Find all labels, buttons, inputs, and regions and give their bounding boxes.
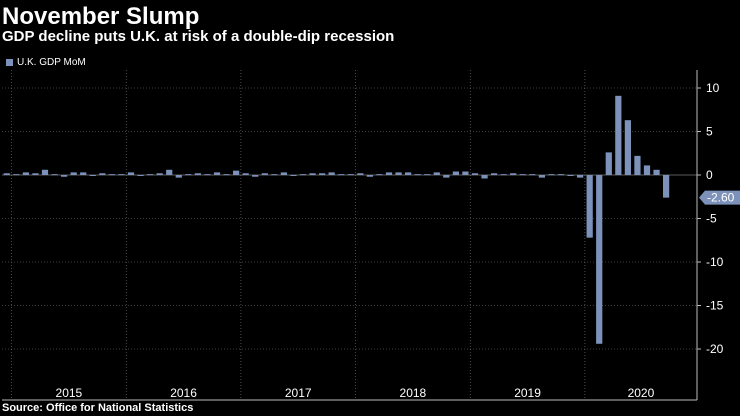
chart-subtitle: GDP decline puts U.K. at risk of a doubl… — [2, 28, 395, 45]
bar — [643, 165, 651, 175]
bar — [605, 152, 612, 175]
bars — [3, 95, 670, 344]
bar — [61, 175, 68, 177]
bar — [204, 174, 211, 176]
bar — [538, 175, 545, 178]
bar — [548, 174, 555, 176]
bar — [366, 175, 373, 177]
bar — [424, 174, 431, 176]
bar — [223, 174, 230, 176]
x-tick-label: 2015 — [56, 386, 83, 400]
bar — [147, 174, 154, 176]
bar — [309, 173, 316, 175]
bar — [271, 174, 278, 176]
bar — [481, 175, 488, 179]
bar — [471, 173, 479, 175]
bar — [357, 173, 364, 175]
bar — [567, 175, 574, 176]
bar — [252, 175, 259, 177]
bar — [452, 171, 459, 175]
bar — [233, 170, 240, 175]
x-tick-label: 2017 — [285, 386, 312, 400]
bar — [242, 173, 249, 175]
y-tick-label: 0 — [706, 168, 713, 182]
bar — [624, 120, 631, 175]
bar — [462, 171, 469, 175]
bar — [41, 169, 49, 175]
bar — [500, 174, 507, 176]
x-tick-label: 2020 — [628, 386, 655, 400]
bar — [395, 172, 402, 175]
bar — [443, 175, 450, 178]
bar — [347, 174, 354, 176]
bar — [328, 172, 335, 175]
bar — [80, 172, 87, 175]
legend-label: U.K. GDP MoM — [17, 57, 86, 68]
y-tick-label: 5 — [706, 125, 713, 139]
legend: U.K. GDP MoM — [6, 57, 86, 68]
bar — [175, 175, 182, 178]
y-tick-label: -10 — [706, 255, 724, 269]
callout-label: -2.60 — [707, 191, 735, 205]
bar — [70, 172, 77, 175]
value-callout: -2.60 — [699, 190, 740, 205]
x-tick-label: 2018 — [400, 386, 427, 400]
y-tick-label: -5 — [706, 212, 717, 226]
y-tick-label: -20 — [706, 342, 724, 356]
bar — [290, 175, 297, 176]
bar — [519, 174, 526, 176]
bar — [99, 173, 106, 175]
bar — [385, 172, 393, 175]
bar — [185, 174, 192, 176]
bar — [137, 175, 144, 176]
bar — [89, 175, 96, 176]
chart-title: November Slump — [2, 3, 200, 30]
x-tick-label: 2019 — [514, 386, 541, 400]
bar — [156, 173, 163, 175]
x-tick-label: 2016 — [170, 386, 197, 400]
bar — [529, 174, 536, 176]
axes — [2, 70, 701, 401]
bar — [433, 172, 440, 175]
bar — [586, 175, 593, 238]
bar — [3, 173, 10, 175]
bar — [22, 172, 29, 175]
x-tick-labels: 2015 2016 2017 2018 2019 2020 — [56, 386, 655, 400]
bar — [663, 175, 670, 198]
bar — [51, 174, 58, 176]
bar — [596, 175, 603, 344]
bar — [108, 174, 115, 176]
bar — [405, 172, 412, 175]
bar — [299, 174, 307, 176]
bar — [213, 172, 221, 175]
bar — [194, 173, 201, 175]
source-note: Source: Office for National Statistics — [2, 402, 194, 414]
callout-box — [699, 190, 740, 205]
legend-swatch — [6, 59, 13, 66]
bar — [319, 173, 326, 175]
bar — [577, 175, 584, 178]
bar — [510, 173, 517, 175]
bar — [166, 169, 173, 175]
y-tick-labels: 10 5 0 -5 -10 -15 -20 — [706, 81, 724, 356]
bar — [653, 169, 660, 175]
bar — [32, 173, 39, 175]
bar — [280, 172, 287, 175]
bar — [118, 174, 125, 176]
bar — [338, 174, 345, 176]
bar — [261, 173, 268, 175]
bar — [557, 174, 565, 176]
bar — [127, 172, 135, 175]
bar — [376, 174, 383, 176]
bar — [13, 174, 20, 176]
bar — [615, 95, 622, 175]
bar — [491, 173, 498, 175]
bar — [414, 174, 421, 176]
bar — [634, 155, 641, 175]
year-separators — [11, 70, 586, 400]
y-tick-label: 10 — [706, 81, 720, 95]
y-tick-label: -15 — [706, 299, 724, 313]
